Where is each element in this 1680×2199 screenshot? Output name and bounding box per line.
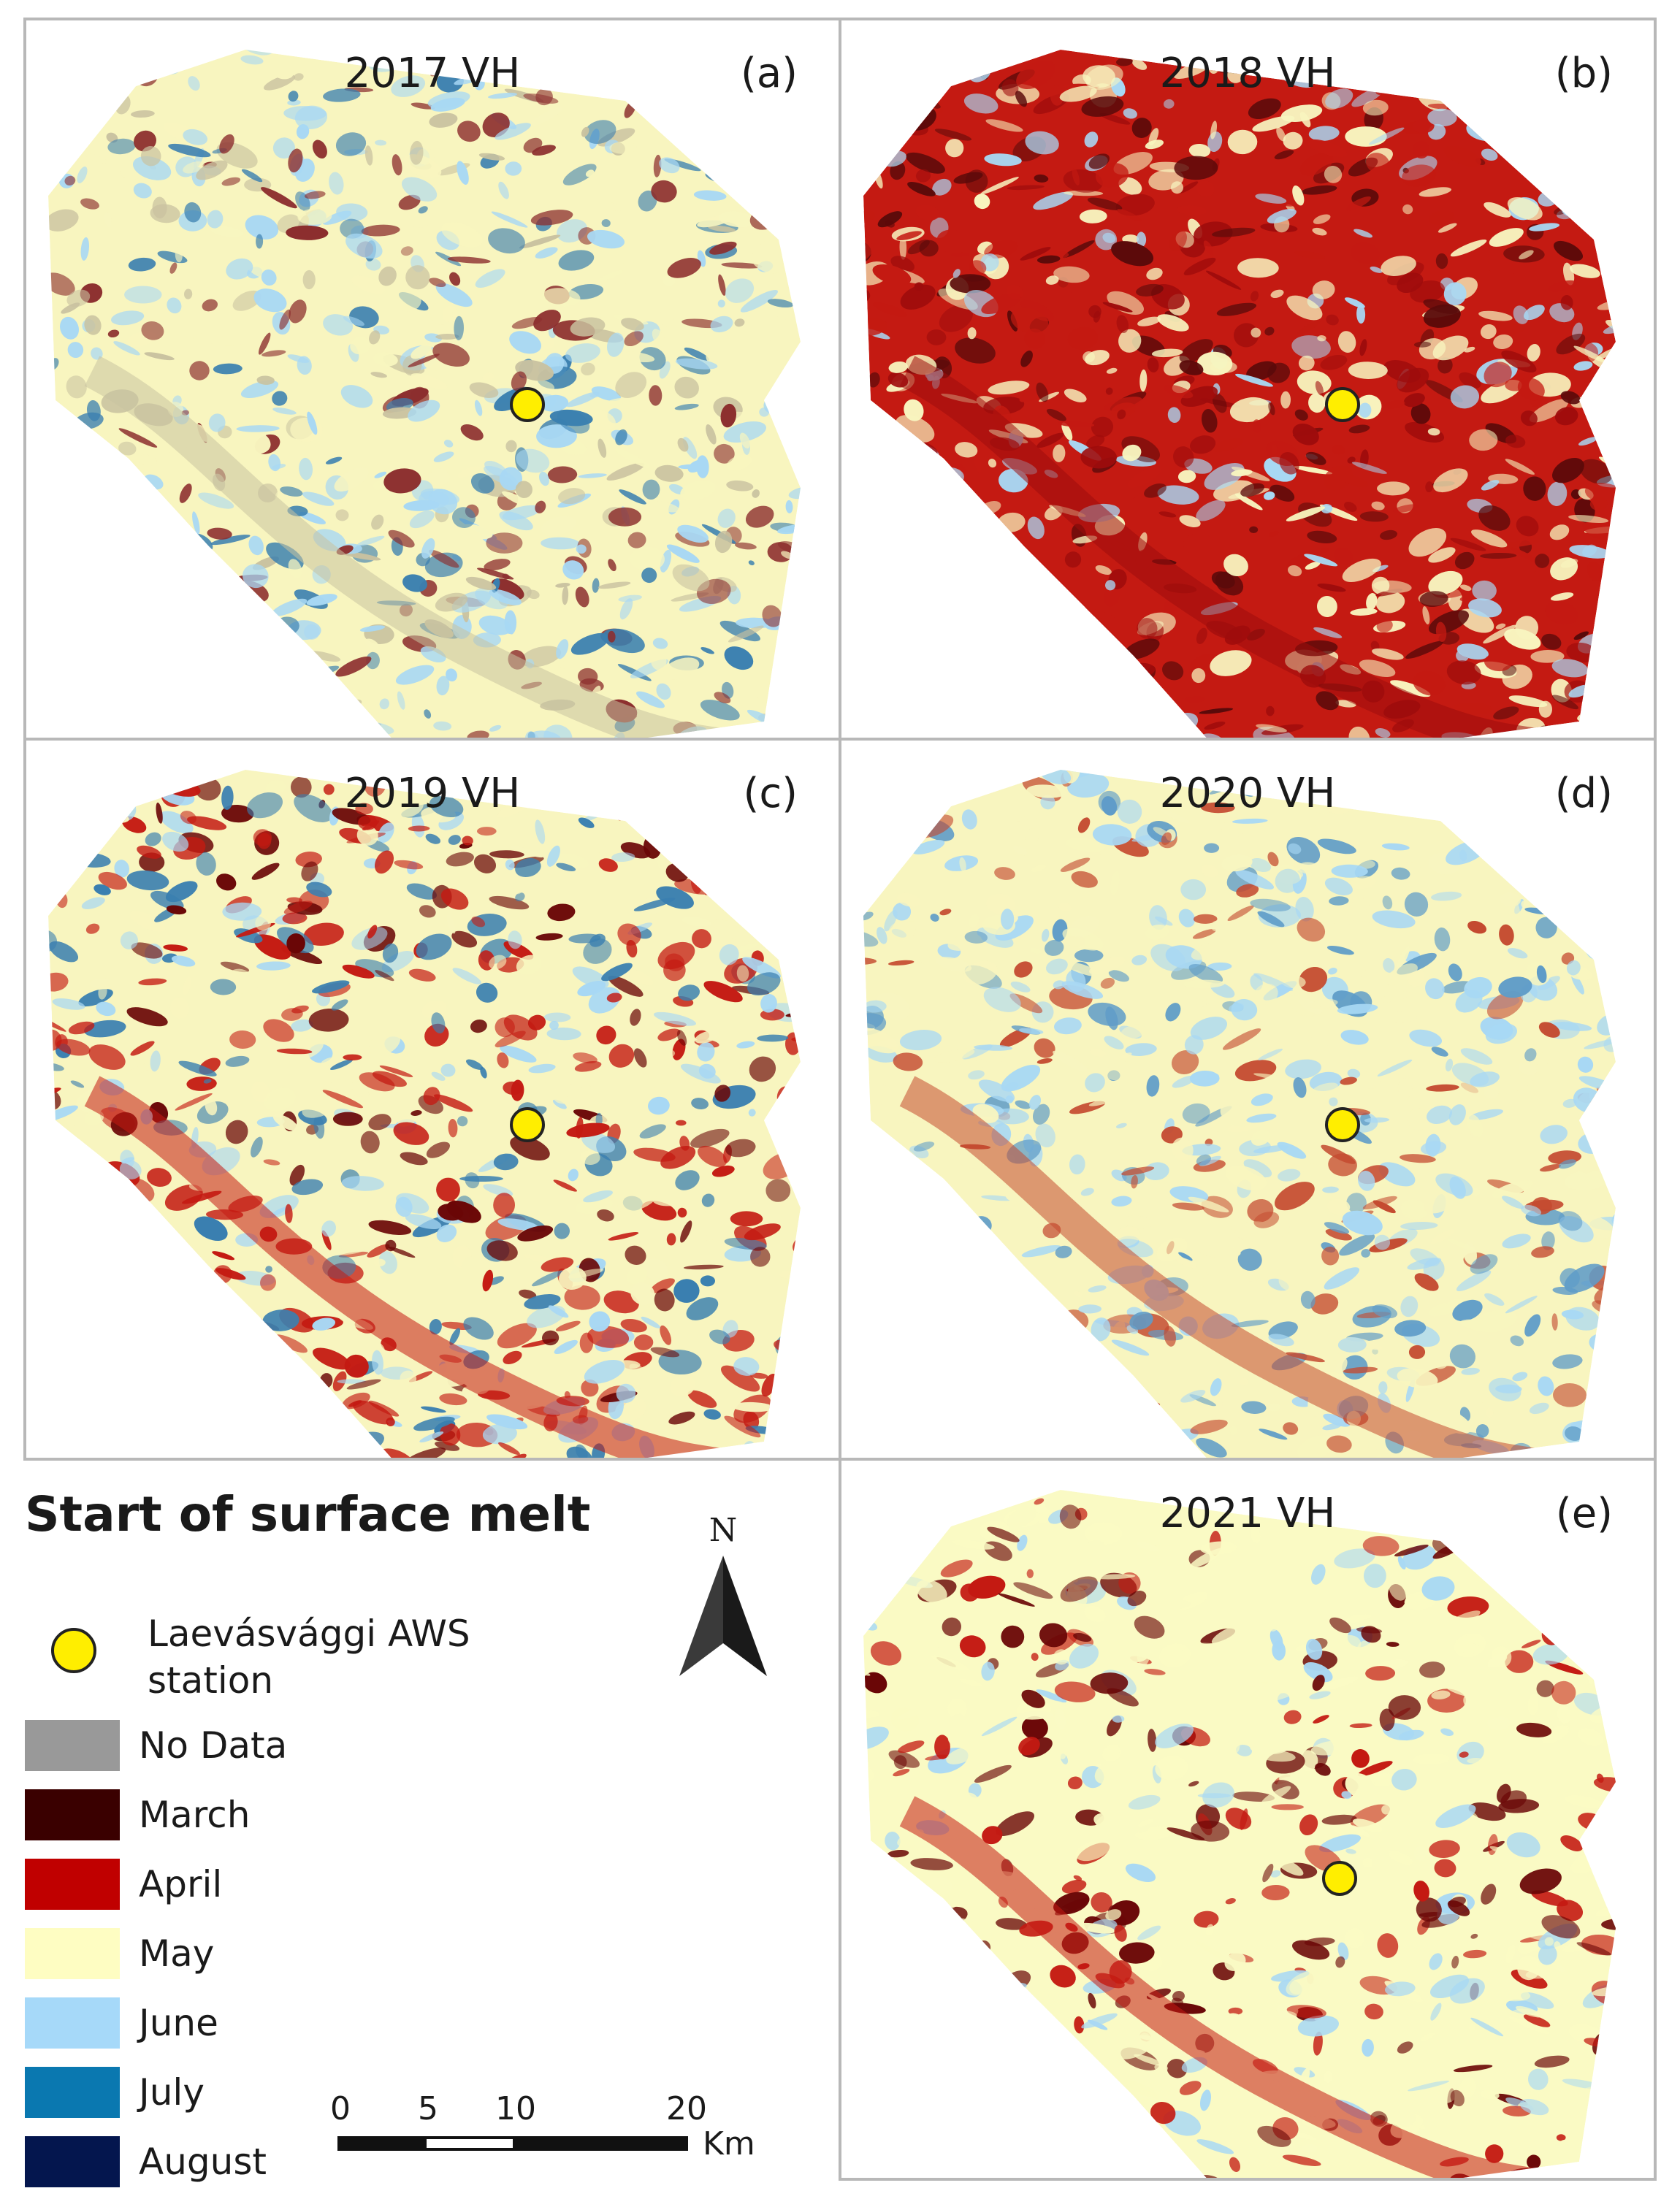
north-label: N — [709, 1512, 738, 1549]
legend-label: May — [139, 1932, 215, 1975]
map-panel-c: 2019 VH (c) — [23, 738, 841, 1461]
legend-swatch — [25, 1997, 120, 2049]
north-arrow-icon — [679, 1556, 767, 1676]
panel-letter: (a) — [740, 50, 798, 97]
scale-tick-5: 5 — [418, 2090, 438, 2127]
legend-swatch — [25, 1859, 120, 1910]
legend-item-june: June — [25, 1997, 218, 2049]
legend-label: July — [139, 2071, 205, 2114]
scale-bar — [337, 2136, 688, 2151]
melt-map-2020 — [863, 770, 1616, 1458]
map-panel-d: 2020 VH (d) — [839, 738, 1657, 1461]
scale-unit: Km — [703, 2125, 755, 2162]
aws-station-marker — [1325, 387, 1360, 422]
melt-map-2019 — [48, 770, 801, 1458]
panel-letter: (c) — [743, 770, 798, 817]
legend-swatch — [25, 1928, 120, 1979]
legend-label: March — [139, 1794, 251, 1836]
legend-item-august: August — [25, 2136, 267, 2187]
legend-item-may: May — [25, 1928, 214, 1979]
melt-map-2021 — [863, 1490, 1616, 2178]
north-arrow: N — [679, 1512, 767, 1680]
aws-station-marker — [510, 1107, 545, 1142]
melt-map-2018 — [863, 50, 1616, 738]
aws-station-marker — [510, 387, 545, 422]
map-panel-e: 2021 VH (e) — [839, 1458, 1657, 2181]
legend-label: June — [139, 2002, 218, 2044]
legend-item-april: April — [25, 1859, 222, 1910]
legend-swatch — [25, 1789, 120, 1840]
legend-swatch — [25, 2136, 120, 2187]
legend-title: Start of surface melt — [25, 1486, 591, 1542]
legend-station-label: Laevásvággi AWS station — [148, 1613, 470, 1702]
panel-letter: (d) — [1554, 770, 1613, 817]
aws-station-marker — [1325, 1107, 1360, 1142]
legend-item-no-data: No Data — [25, 1720, 287, 1771]
legend-station-entry: Laevásvággi AWS station — [25, 1610, 498, 1704]
legend-label: August — [139, 2141, 267, 2183]
station-marker-icon — [51, 1628, 96, 1673]
map-panel-a: 2017 VH (a) — [23, 18, 841, 741]
panel-letter: (b) — [1554, 50, 1613, 97]
legend-label: April — [139, 1863, 223, 1905]
legend-item-july: July — [25, 2067, 205, 2118]
melt-map-2017 — [48, 50, 801, 738]
panel-letter: (e) — [1555, 1490, 1613, 1537]
aws-station-marker — [1322, 1861, 1357, 1896]
scale-tick-10: 10 — [495, 2090, 536, 2127]
legend-label: No Data — [139, 1724, 288, 1767]
panel-title: 2019 VH — [344, 770, 521, 817]
panel-title: 2018 VH — [1159, 50, 1336, 97]
map-panel-b: 2018 VH (b) — [839, 18, 1657, 741]
legend-swatch — [25, 1720, 120, 1771]
scale-tick-0: 0 — [330, 2090, 351, 2127]
legend-swatch — [25, 2067, 120, 2118]
legend-item-march: March — [25, 1789, 250, 1840]
scale-tick-20: 20 — [666, 2090, 707, 2127]
panel-title: 2021 VH — [1159, 1490, 1336, 1537]
panel-title: 2020 VH — [1159, 770, 1336, 817]
panel-title: 2017 VH — [344, 50, 521, 97]
